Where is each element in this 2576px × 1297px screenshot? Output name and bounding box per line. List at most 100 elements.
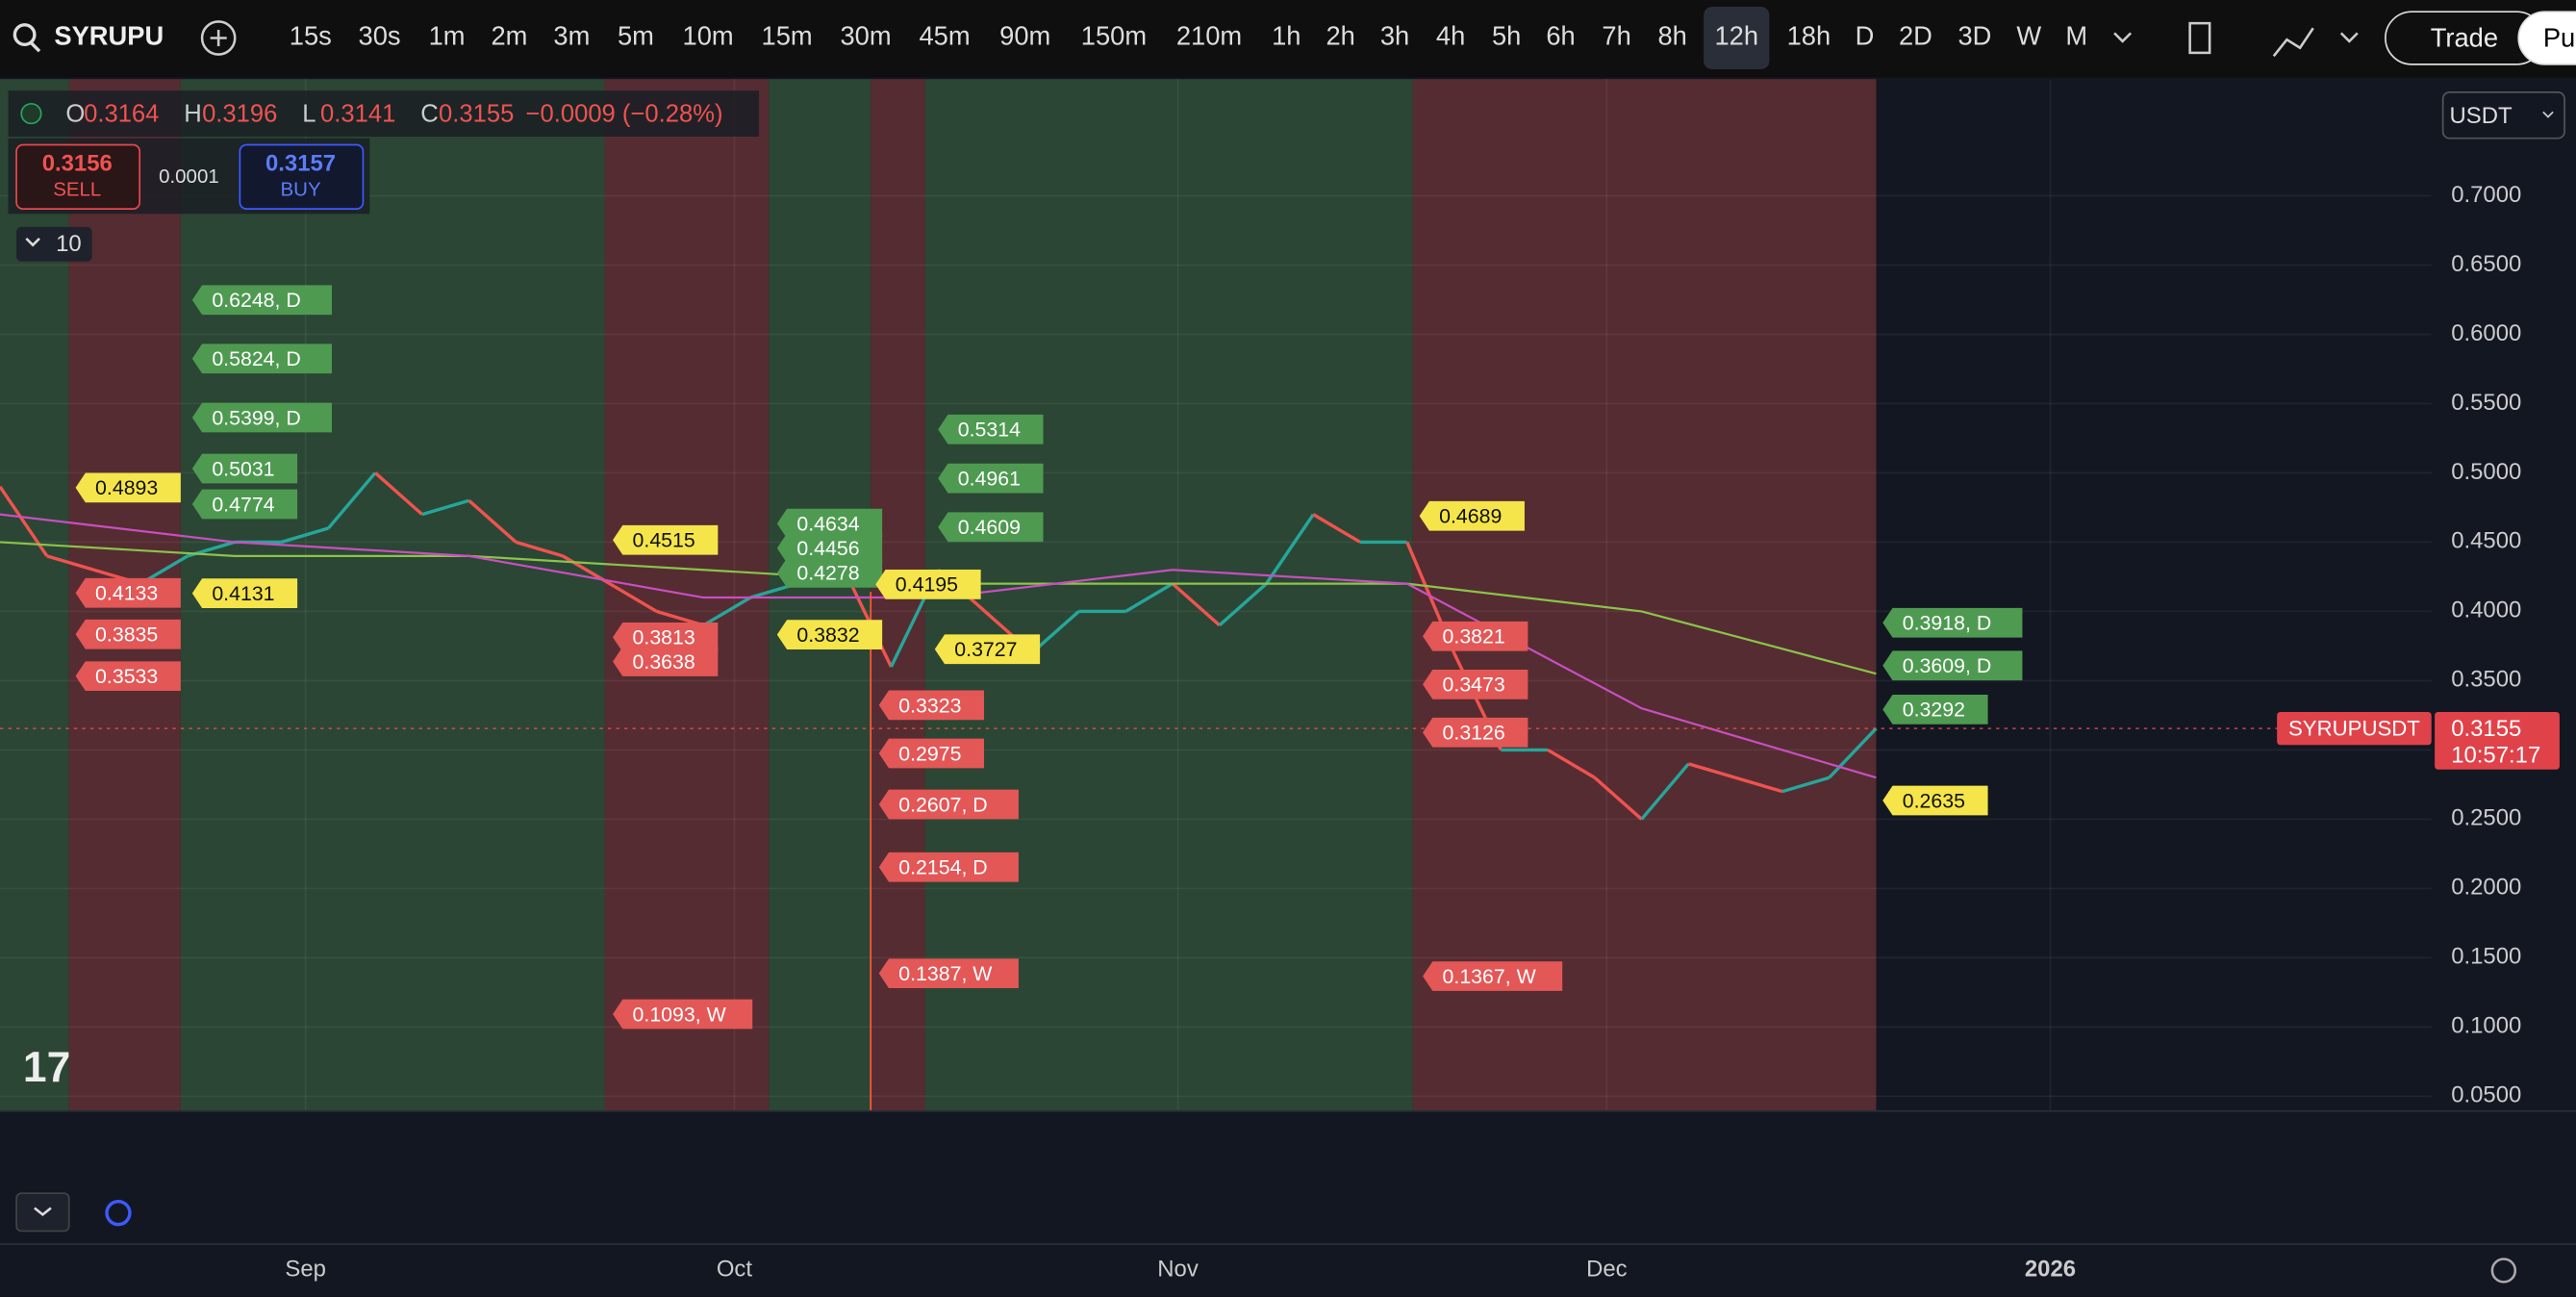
y-tick-label: 0.3500 <box>2451 667 2521 693</box>
interval[interactable]: 2m <box>491 21 527 51</box>
interval[interactable]: 1h <box>1272 21 1301 51</box>
price-label <box>878 852 1019 882</box>
interval[interactable]: 5h <box>1492 21 1521 51</box>
refresh-icon[interactable] <box>105 1200 132 1227</box>
price-segment <box>46 554 95 572</box>
interval[interactable]: 210m <box>1176 21 1242 51</box>
indicators-menu[interactable] <box>2339 32 2359 43</box>
indicator-toggle[interactable] <box>16 226 92 262</box>
interval[interactable]: 30s <box>359 21 401 51</box>
price-label-text: 0.3533 <box>95 665 158 688</box>
interval[interactable]: 90m <box>999 21 1050 51</box>
add-symbol <box>210 29 227 47</box>
interval[interactable]: 3D <box>1957 21 1991 51</box>
interval[interactable]: 4h <box>1436 21 1465 51</box>
price-label-text: 0.4689 <box>1439 505 1502 528</box>
ohlc-value: 0.3164 <box>84 101 159 128</box>
price-label-text: 0.4515 <box>633 529 695 552</box>
interval[interactable]: 7h <box>1602 21 1630 51</box>
price-label-text: 0.3292 <box>1903 699 1965 722</box>
button-label: Pu <box>2543 22 2575 52</box>
buy-price[interactable]: 0.3157 <box>265 150 336 176</box>
button[interactable] <box>2517 11 2576 65</box>
price-label-text: 0.4456 <box>796 537 859 560</box>
time-label: Sep <box>285 1257 326 1283</box>
interval[interactable]: 15m <box>762 21 813 51</box>
collapse-button[interactable] <box>15 1192 70 1233</box>
interval[interactable]: 5m <box>618 21 654 51</box>
interval[interactable]: 1m <box>429 21 466 51</box>
sell-button[interactable] <box>15 143 141 210</box>
price-label <box>191 285 332 316</box>
currency: USDT <box>2449 103 2512 129</box>
more-intervals[interactable] <box>2113 32 2133 43</box>
sell-price[interactable]: 0.3156 <box>42 150 113 176</box>
price-label-text: 0.4634 <box>796 512 859 535</box>
y-tick-label: 0.6500 <box>2451 251 2521 277</box>
search-icon[interactable] <box>13 23 37 47</box>
price-label-text: 0.2607, D <box>898 793 988 816</box>
price-segment <box>1171 582 1221 627</box>
price-label-text: 0.4195 <box>896 573 958 597</box>
chart-type[interactable] <box>2188 21 2211 55</box>
indicators[interactable] <box>2272 27 2314 58</box>
time-label: 2026 <box>2025 1257 2076 1283</box>
interval[interactable]: 12h <box>1714 21 1758 51</box>
price-label-text: 0.1387, W <box>898 962 993 985</box>
interval[interactable]: 10m <box>683 21 734 51</box>
ohlc-key: C <box>420 101 439 128</box>
interval[interactable]: 3m <box>553 21 590 51</box>
symbol[interactable]: SYRUPU <box>54 21 164 51</box>
price-label <box>875 569 981 599</box>
price-label <box>613 647 719 676</box>
price-label-text: 0.2635 <box>1903 789 1965 812</box>
y-tick-label: 0.7000 <box>2451 182 2521 208</box>
interval[interactable]: 150m <box>1081 21 1147 51</box>
price-label-text: 0.6248, D <box>212 289 300 312</box>
price-segment <box>609 582 658 613</box>
status-dot <box>20 102 42 125</box>
currency-select[interactable] <box>2441 91 2565 140</box>
price-label-text: 0.3918, D <box>1903 612 1992 635</box>
interval[interactable]: 2D <box>1899 21 1932 51</box>
interval[interactable]: M <box>2065 21 2087 51</box>
settings-icon[interactable] <box>2490 1258 2517 1284</box>
ohlc-key: H <box>184 101 202 128</box>
price-segment <box>702 596 752 627</box>
interval[interactable]: 6h <box>1546 21 1575 51</box>
price-label <box>191 343 332 374</box>
price-tag-text: 0.3155 <box>2451 716 2521 742</box>
interval[interactable]: D <box>1856 21 1875 51</box>
price-label-text: 0.3638 <box>633 650 695 674</box>
price-label-text: 0.3126 <box>1443 722 1505 745</box>
price-label <box>613 524 719 555</box>
price-segment <box>421 498 470 517</box>
interval[interactable]: 8h <box>1657 21 1686 51</box>
interval[interactable]: 18h <box>1787 21 1831 51</box>
interval[interactable]: 45m <box>919 21 970 51</box>
active-interval <box>1704 7 1770 69</box>
y-tick-label: 0.6000 <box>2451 320 2521 346</box>
price-label <box>613 999 753 1030</box>
price-label-text: 0.5314 <box>958 419 1021 442</box>
price-label-text: 0.4278 <box>796 562 859 585</box>
price-label-text: 0.4609 <box>958 516 1021 539</box>
price-label <box>75 661 181 692</box>
interval[interactable]: 30m <box>840 21 891 51</box>
price-label-text: 0.3473 <box>1443 674 1505 697</box>
price-label-text: 0.5824, D <box>212 347 300 370</box>
interval[interactable]: 3h <box>1380 21 1409 51</box>
price-label-text: 0.3813 <box>633 626 695 649</box>
add-symbol[interactable] <box>200 20 237 56</box>
price-label <box>878 690 985 721</box>
ohlc-key: L <box>302 101 316 128</box>
price-label <box>613 622 719 652</box>
y-tick-label: 0.0500 <box>2451 1082 2521 1108</box>
ohlc-value: 0.3155 <box>439 101 514 128</box>
interval[interactable]: W <box>2016 21 2041 51</box>
buy-button[interactable] <box>239 143 365 210</box>
interval[interactable]: 15s <box>290 21 332 51</box>
price-tag <box>2435 712 2560 770</box>
interval[interactable]: 2h <box>1326 21 1354 51</box>
